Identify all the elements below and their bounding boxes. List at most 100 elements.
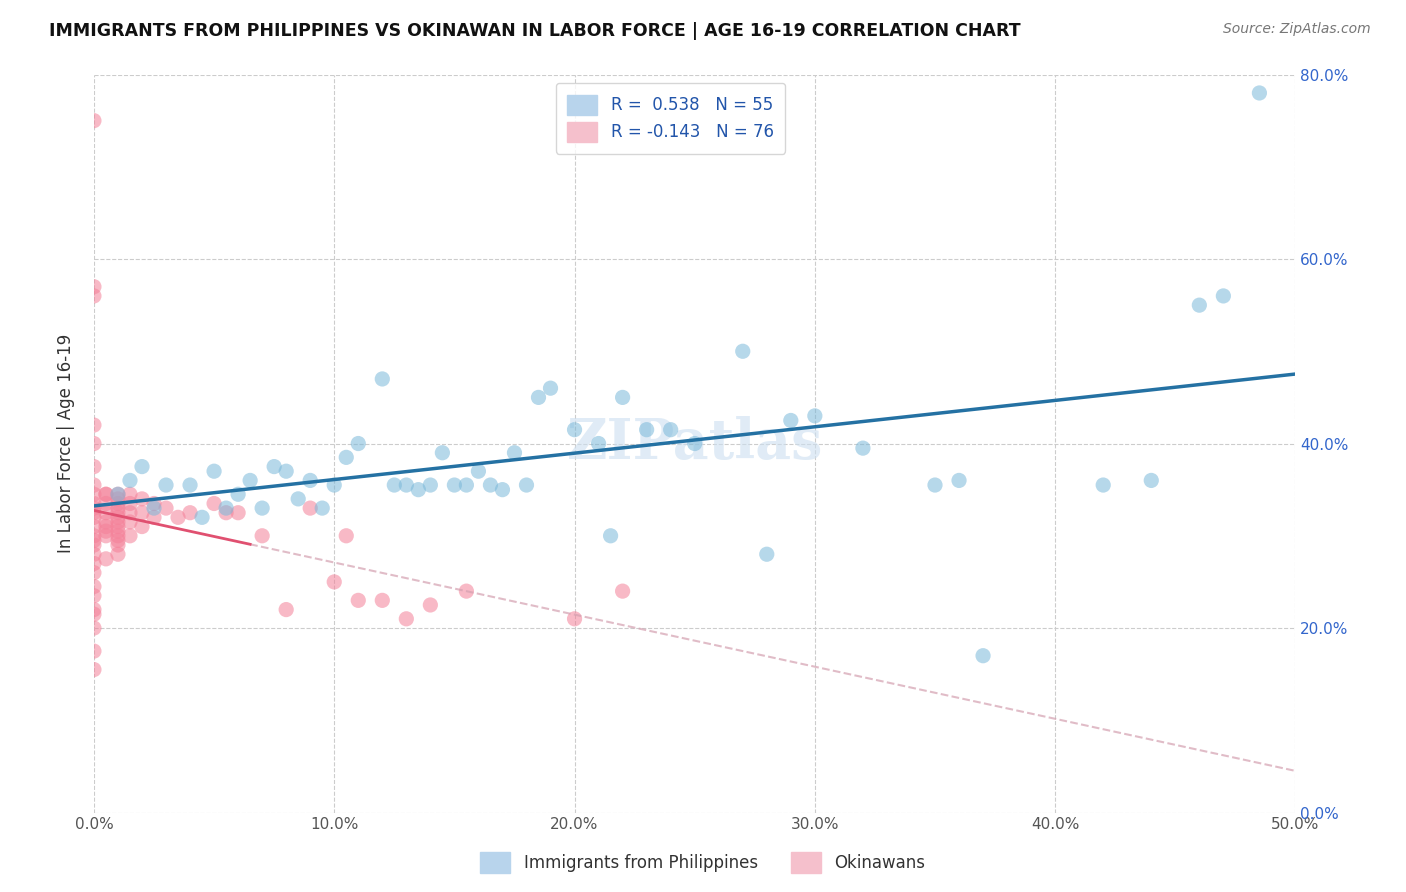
Point: [779, 413, 801, 427]
Point: [467, 464, 489, 478]
Point: [395, 478, 418, 492]
Point: [299, 474, 322, 488]
Point: [948, 474, 970, 488]
Point: [83, 501, 105, 516]
Point: [215, 501, 238, 516]
Point: [107, 487, 129, 501]
Point: [599, 529, 621, 543]
Point: [683, 436, 706, 450]
Point: [107, 538, 129, 552]
Point: [1092, 478, 1115, 492]
Point: [143, 501, 166, 516]
Point: [202, 464, 225, 478]
Point: [94, 552, 117, 566]
Point: [263, 459, 285, 474]
Point: [83, 538, 105, 552]
Point: [371, 372, 394, 386]
Point: [83, 459, 105, 474]
Point: [94, 524, 117, 538]
Point: [107, 506, 129, 520]
Point: [107, 501, 129, 516]
Point: [94, 519, 117, 533]
Legend: R =  0.538   N = 55, R = -0.143   N = 76: R = 0.538 N = 55, R = -0.143 N = 76: [555, 83, 786, 153]
Point: [83, 644, 105, 658]
Point: [299, 501, 322, 516]
Point: [419, 598, 441, 612]
Legend: Immigrants from Philippines, Okinawans: Immigrants from Philippines, Okinawans: [474, 846, 932, 880]
Point: [94, 529, 117, 543]
Point: [612, 584, 634, 599]
Point: [287, 491, 309, 506]
Point: [118, 506, 141, 520]
Point: [83, 279, 105, 293]
Point: [612, 391, 634, 405]
Point: [107, 533, 129, 548]
Point: [83, 621, 105, 635]
Point: [83, 580, 105, 594]
Point: [347, 593, 370, 607]
Point: [382, 478, 405, 492]
Point: [1188, 298, 1211, 312]
Point: [347, 436, 370, 450]
Point: [636, 423, 658, 437]
Point: [131, 519, 153, 533]
Point: [94, 515, 117, 529]
Point: [107, 515, 129, 529]
Point: [419, 478, 441, 492]
Point: [83, 113, 105, 128]
Point: [155, 478, 177, 492]
Point: [94, 487, 117, 501]
Point: [179, 506, 201, 520]
Text: ZIPatlas: ZIPatlas: [567, 416, 823, 471]
Point: [659, 423, 682, 437]
Point: [83, 607, 105, 622]
Point: [94, 506, 117, 520]
Point: [924, 478, 946, 492]
Point: [335, 529, 357, 543]
Point: [83, 589, 105, 603]
Point: [479, 478, 502, 492]
Point: [408, 483, 430, 497]
Point: [276, 464, 298, 478]
Point: [155, 501, 177, 516]
Point: [107, 547, 129, 561]
Point: [852, 441, 875, 455]
Point: [83, 519, 105, 533]
Point: [250, 501, 273, 516]
Point: [371, 593, 394, 607]
Point: [323, 478, 346, 492]
Point: [143, 496, 166, 510]
Point: [395, 612, 418, 626]
Text: IMMIGRANTS FROM PHILIPPINES VS OKINAWAN IN LABOR FORCE | AGE 16-19 CORRELATION C: IMMIGRANTS FROM PHILIPPINES VS OKINAWAN …: [49, 22, 1021, 40]
Point: [107, 524, 129, 538]
Point: [94, 487, 117, 501]
Point: [179, 478, 201, 492]
Point: [118, 487, 141, 501]
Point: [972, 648, 994, 663]
Point: [131, 491, 153, 506]
Point: [131, 506, 153, 520]
Point: [107, 496, 129, 510]
Point: [527, 391, 550, 405]
Point: [83, 566, 105, 580]
Point: [226, 487, 249, 501]
Point: [1212, 289, 1234, 303]
Point: [456, 584, 478, 599]
Point: [83, 496, 105, 510]
Point: [250, 529, 273, 543]
Point: [226, 506, 249, 520]
Point: [167, 510, 190, 524]
Point: [588, 436, 610, 450]
Point: [118, 496, 141, 510]
Point: [83, 487, 105, 501]
Point: [118, 529, 141, 543]
Point: [191, 510, 214, 524]
Point: [83, 557, 105, 571]
Point: [491, 483, 513, 497]
Point: [107, 491, 129, 506]
Point: [83, 533, 105, 548]
Point: [83, 289, 105, 303]
Point: [311, 501, 333, 516]
Point: [107, 529, 129, 543]
Point: [131, 459, 153, 474]
